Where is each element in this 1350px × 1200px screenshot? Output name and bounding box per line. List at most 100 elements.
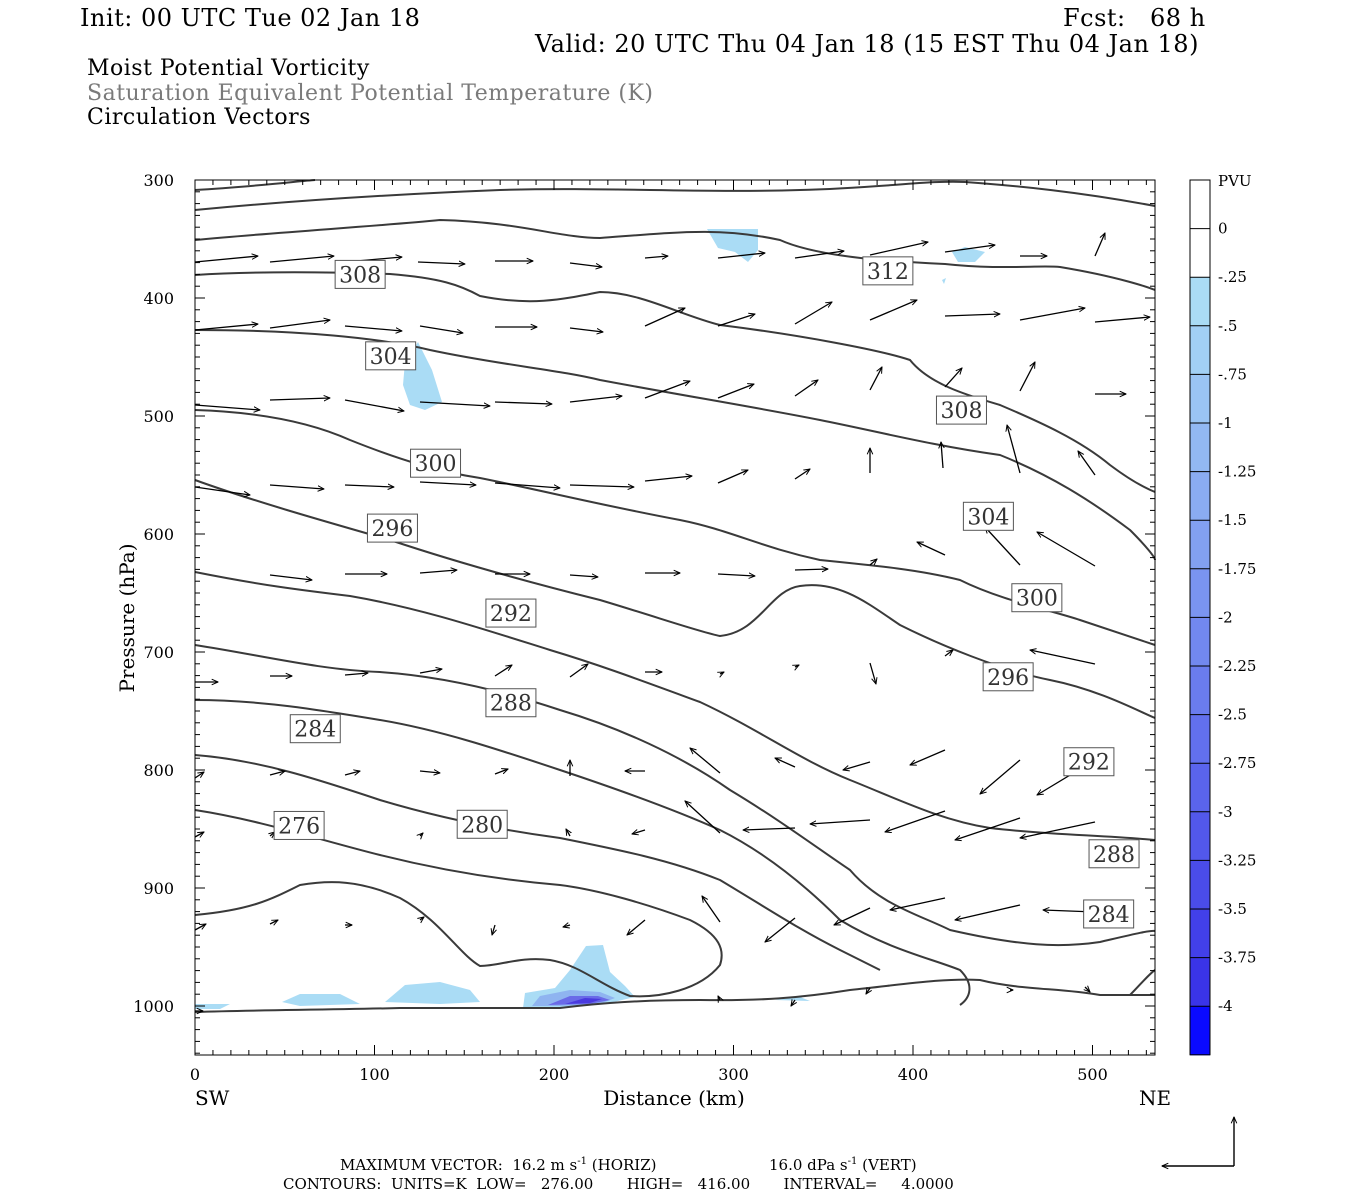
colorbar-label: -.5 [1218,317,1237,335]
vector-arrow [794,469,810,480]
colorbar-units: PVU [1218,172,1252,190]
horiz-tag: (HORIZ) [591,1156,657,1174]
vector-arrow [569,396,622,403]
y-axis-label: Pressure (hPa) [115,544,139,693]
colorbar-swatch [1190,520,1210,570]
vector-arrow [269,771,285,775]
colorbar-swatch [1190,1006,1210,1056]
vector-arrow [717,996,720,1000]
contour-label-text: 284 [1088,903,1130,928]
contour-label-text: 312 [867,260,909,285]
y-tick-label: 500 [143,407,174,426]
contour-line [194,699,971,1006]
vector-arrow [955,904,1021,920]
vector-arrow [344,325,402,331]
contour-label: 284 [289,714,341,744]
colorbar-swatch [1190,180,1210,230]
vector-arrow [866,988,870,994]
contour-info: CONTOURS: UNITS=K LOW= 276.00 HIGH= 416.… [283,1175,954,1193]
vector-arrow [194,324,258,331]
max-vector-horiz-value: MAXIMUM VECTOR: 16.2 m s [340,1156,578,1174]
contour-line [194,754,881,971]
contour-labels: 308 312 304 308 300 304 296 300 292 296 288 292 284 2… [273,256,1140,929]
vector-arrow [791,1000,795,1006]
contour-label: 292 [485,598,537,628]
vector-arrow [1020,821,1096,838]
contour-line [194,644,1156,947]
colorbar-swatch [1190,714,1210,764]
vector-arrow [644,307,685,327]
vector-arrow [1019,308,1085,321]
vector-arrow [944,368,962,388]
vector-arrow [194,924,206,931]
vector-arrow [885,810,946,832]
vector-arrow [717,384,754,399]
vector-arrow [269,398,330,400]
colorbar-swatch [1190,957,1210,1007]
vector-arrow [269,320,330,329]
sw-label: SW [195,1086,230,1110]
contour-label-text: 288 [490,692,532,717]
vector-arrow [944,650,953,657]
contour-label-text: 296 [987,666,1029,691]
vector-arrow [717,469,748,484]
pv-colorbar: 0 -.25 -.5 -.75 -1 -1.25 -1.5 -1.75 -2 -2.25 -2.5 -… [1189,179,1256,1056]
contour-label: 312 [862,256,914,286]
colorbar-label: -1.25 [1218,463,1256,481]
contour-line [194,271,1156,493]
pv-shading [195,229,985,1009]
vector-arrow [194,404,260,410]
pv-region [385,982,480,1004]
contour-label: 308 [334,259,386,289]
vector-arrow [1094,317,1150,323]
contour-label: 304 [365,341,417,371]
circulation-vectors [194,233,1150,1011]
reference-vector-icon [1162,1117,1234,1166]
contour-label: 304 [962,501,1014,531]
vector-arrow [419,401,490,406]
contour-label-text: 280 [461,813,503,838]
max-vector-vert-value: 16.0 dPa s [769,1156,848,1174]
vector-arrow [869,242,928,256]
y-tick-label: 600 [143,525,174,544]
vector-arrow [269,256,334,263]
contour-line [194,809,723,998]
vector-arrow [910,749,946,766]
y-tick-label: 1000 [133,997,174,1016]
colorbar-label: -2.25 [1218,657,1256,675]
vert-tag: (VERT) [862,1156,917,1174]
title-vectors: Circulation Vectors [87,105,311,130]
colorbar-swatch [1190,811,1210,861]
vector-arrow [1007,425,1021,474]
vector-arrow [743,828,796,830]
vector-arrow [563,925,571,927]
plot-frame [194,179,1156,1056]
colorbar-swatch [1190,617,1210,667]
colorbar-swatch [1190,909,1210,959]
contour-label-text: 276 [278,814,320,839]
contour-label-text: 308 [339,263,381,288]
x-tick-label: 200 [539,1065,570,1084]
vector-arrow [1085,987,1090,992]
y-tick-label: 800 [143,761,174,780]
vector-arrow [869,559,877,566]
vector-arrow [944,314,1000,316]
pv-region [952,247,985,262]
contour-label-text: 284 [294,718,336,743]
vector-arrow [985,527,1021,566]
forecast-hour: Fcst: 68 h [1063,4,1206,32]
contour-label-text: 300 [1016,587,1058,612]
vector-arrow [794,251,844,259]
vector-arrow [810,819,871,824]
pv-region [282,994,360,1006]
vector-arrow [569,327,603,332]
pv-region [565,998,602,1004]
contour-line [194,218,1156,291]
colorbar-label: -3.5 [1218,900,1247,918]
y-tick-label: 900 [143,879,174,898]
vector-arrow [765,917,796,942]
vector-arrow [494,482,560,488]
y-tick-label: 300 [143,171,174,190]
vector-arrow [1037,532,1096,567]
